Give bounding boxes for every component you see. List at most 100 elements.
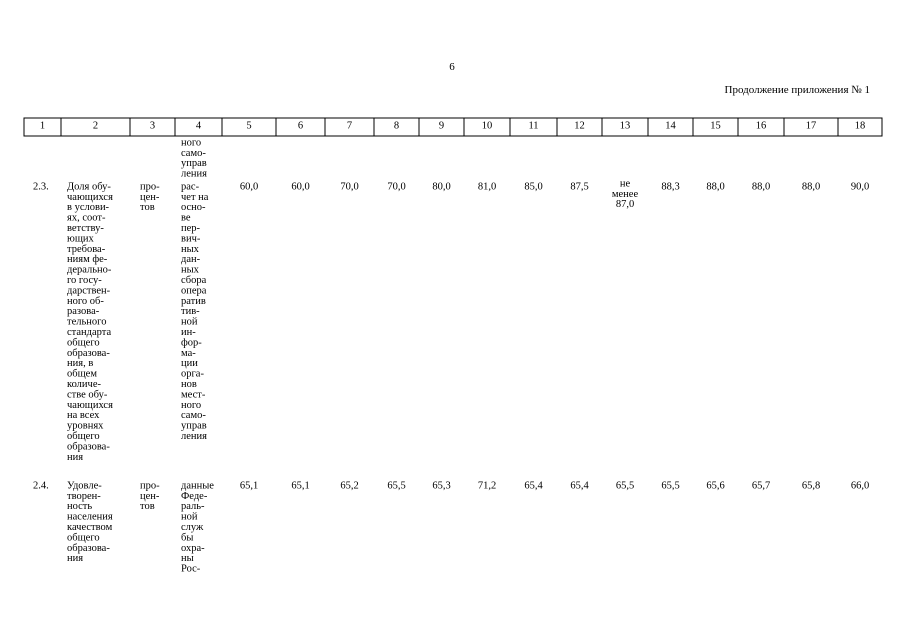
cell-text: 65,1 bbox=[240, 480, 258, 491]
cell-text: ратив bbox=[181, 296, 206, 307]
cell-text: творен- bbox=[67, 491, 101, 502]
cell-text: сбора bbox=[181, 275, 207, 286]
cell-text: 87,0 bbox=[616, 199, 634, 210]
cell-text: на всех bbox=[67, 410, 100, 421]
cell-text: фор- bbox=[181, 337, 202, 348]
cell-text: ной bbox=[181, 317, 198, 328]
cell-text: ма- bbox=[181, 348, 196, 359]
cell-text: 2.4. bbox=[33, 480, 49, 491]
cell-text: Удовле- bbox=[67, 480, 102, 491]
cell-text: ного bbox=[181, 400, 201, 411]
header-cell: 7 bbox=[347, 120, 352, 131]
header-cell: 16 bbox=[756, 120, 767, 131]
cell-text: управ bbox=[181, 421, 207, 432]
header-cell: 2 bbox=[93, 120, 98, 131]
cell-text: тив- bbox=[181, 306, 200, 317]
header-cell: 6 bbox=[298, 120, 303, 131]
cell-text: служ bbox=[181, 522, 204, 533]
header-cell: 1 bbox=[40, 120, 45, 131]
cell-text: менее bbox=[612, 189, 639, 200]
cell-text: ве bbox=[181, 213, 191, 224]
cell-text: 65,4 bbox=[524, 480, 543, 491]
cell-text: не bbox=[620, 178, 631, 189]
cell-text: управ bbox=[181, 158, 207, 169]
cell-text: 65,5 bbox=[387, 480, 405, 491]
cell-text: ветству- bbox=[67, 223, 104, 234]
cell-text: 81,0 bbox=[478, 181, 496, 192]
cell-text: 2.3. bbox=[33, 181, 49, 192]
cell-text: 80,0 bbox=[432, 181, 450, 192]
cell-text: 65,8 bbox=[802, 480, 820, 491]
cell-text: 65,1 bbox=[291, 480, 309, 491]
cell-text: нов bbox=[181, 379, 197, 390]
cell-text: ния, в bbox=[67, 358, 93, 369]
cell-text: опера bbox=[181, 285, 207, 296]
cell-text: го госу- bbox=[67, 275, 102, 286]
header-cell: 8 bbox=[394, 120, 399, 131]
cell-text: ной bbox=[181, 512, 198, 523]
cell-text: 60,0 bbox=[240, 181, 258, 192]
cell-text: ях, соот- bbox=[67, 213, 106, 224]
cell-text: 88,0 bbox=[706, 181, 724, 192]
cell-text: тов bbox=[140, 501, 155, 512]
cell-text: общем bbox=[67, 369, 97, 380]
cell-text: само- bbox=[181, 148, 206, 159]
cell-text: 71,2 bbox=[478, 480, 496, 491]
cell-text: 88,3 bbox=[661, 181, 679, 192]
cell-text: образова- bbox=[67, 441, 110, 452]
cell-text: общего bbox=[67, 337, 100, 348]
cell-text: раль- bbox=[181, 501, 205, 512]
cell-text: дерально- bbox=[67, 265, 112, 276]
header-cell: 14 bbox=[665, 120, 676, 131]
cell-text: Рос- bbox=[181, 564, 201, 575]
cell-text: общего bbox=[67, 431, 100, 442]
cell-text: чет на bbox=[181, 192, 209, 203]
cell-text: 65,3 bbox=[432, 480, 450, 491]
header-cell: 5 bbox=[246, 120, 251, 131]
header-cell: 4 bbox=[196, 120, 202, 131]
header-cell: 9 bbox=[439, 120, 444, 131]
cell-text: 70,0 bbox=[340, 181, 358, 192]
cell-text: качеством bbox=[67, 522, 113, 533]
cell-text: 65,2 bbox=[340, 480, 358, 491]
cell-text: ления bbox=[181, 169, 207, 180]
cell-text: образова- bbox=[67, 348, 110, 359]
cell-text: осно- bbox=[181, 202, 206, 213]
cell-text: ин- bbox=[181, 327, 196, 338]
continuation-note: Продолжение приложения № 1 bbox=[725, 84, 870, 96]
cell-text: само- bbox=[181, 410, 206, 421]
cell-text: населения bbox=[67, 512, 113, 523]
cell-text: 65,7 bbox=[752, 480, 770, 491]
cell-text: 60,0 bbox=[291, 181, 309, 192]
cell-text: 88,0 bbox=[802, 181, 820, 192]
cell-text: ного bbox=[181, 137, 201, 148]
cell-text: ниям фе- bbox=[67, 254, 108, 265]
header-cell: 10 bbox=[482, 120, 493, 131]
cell-text: пер- bbox=[181, 223, 201, 234]
cell-text: количе- bbox=[67, 379, 101, 390]
cell-text: стве обу- bbox=[67, 389, 108, 400]
cell-text: ции bbox=[181, 358, 198, 369]
header-cell: 18 bbox=[855, 120, 866, 131]
cell-text: цен- bbox=[140, 491, 160, 502]
cell-text: ния bbox=[67, 452, 83, 463]
cell-text: ления bbox=[181, 431, 207, 442]
cell-text: охра- bbox=[181, 543, 205, 554]
cell-text: бы bbox=[181, 532, 193, 543]
header-cell: 17 bbox=[806, 120, 817, 131]
cell-text: чающихся bbox=[67, 400, 113, 411]
cell-text: 66,0 bbox=[851, 480, 869, 491]
cell-text: образова- bbox=[67, 543, 110, 554]
cell-text: ны bbox=[181, 553, 194, 564]
cell-text: тельного bbox=[67, 317, 106, 328]
cell-text: ных bbox=[181, 244, 200, 255]
cell-text: цен- bbox=[140, 192, 160, 203]
cell-text: 65,5 bbox=[661, 480, 679, 491]
cell-text: орга- bbox=[181, 369, 204, 380]
cell-text: про- bbox=[140, 480, 160, 491]
cell-text: Феде- bbox=[181, 491, 208, 502]
header-cell: 12 bbox=[574, 120, 585, 131]
cell-text: ного об- bbox=[67, 296, 104, 307]
